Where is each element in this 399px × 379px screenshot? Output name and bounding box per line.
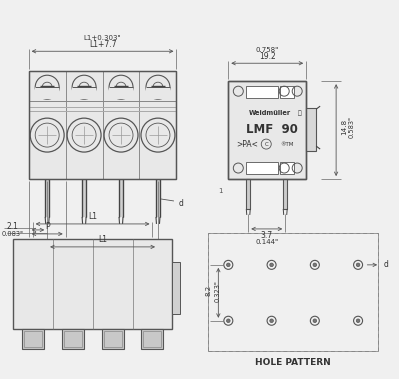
Circle shape — [270, 263, 273, 267]
Text: L1: L1 — [88, 213, 97, 221]
Circle shape — [354, 316, 363, 325]
Text: C: C — [265, 142, 268, 147]
Text: 0.323": 0.323" — [214, 280, 220, 302]
Bar — [246, 86, 278, 98]
Circle shape — [224, 260, 233, 269]
Circle shape — [313, 319, 317, 323]
Bar — [104, 331, 122, 347]
Circle shape — [313, 263, 317, 267]
Bar — [29, 71, 176, 179]
Bar — [246, 162, 278, 174]
Text: d: d — [178, 199, 184, 208]
Circle shape — [356, 319, 360, 323]
Text: 0.583": 0.583" — [349, 116, 355, 138]
Bar — [29, 71, 176, 179]
Bar — [280, 162, 294, 174]
Bar — [22, 329, 43, 349]
Text: 0.758": 0.758" — [256, 47, 279, 53]
Text: 2.1: 2.1 — [7, 222, 19, 232]
Bar — [283, 179, 287, 209]
Bar — [246, 179, 250, 209]
Text: 19.2: 19.2 — [259, 52, 276, 61]
Text: HOLE PATTERN: HOLE PATTERN — [255, 358, 331, 367]
Bar — [172, 262, 180, 314]
Bar — [82, 179, 86, 217]
Bar — [146, 87, 170, 99]
Circle shape — [227, 319, 230, 323]
Text: 3.7: 3.7 — [261, 232, 273, 240]
Bar — [102, 329, 124, 349]
Circle shape — [310, 260, 319, 269]
Text: ®TM: ®TM — [280, 142, 294, 147]
Bar — [35, 87, 59, 99]
Text: 1: 1 — [218, 188, 223, 194]
Text: Weidmüller: Weidmüller — [249, 110, 291, 116]
Bar — [208, 233, 378, 351]
Text: L1+7.7: L1+7.7 — [89, 40, 117, 49]
Text: >PA<: >PA< — [236, 139, 258, 149]
Text: L1: L1 — [98, 235, 107, 244]
Text: 14.8: 14.8 — [341, 119, 347, 135]
Text: 0.144": 0.144" — [255, 239, 279, 245]
Bar — [228, 81, 306, 179]
Circle shape — [356, 263, 360, 267]
Bar — [144, 331, 162, 347]
Bar — [109, 87, 133, 99]
Circle shape — [227, 263, 230, 267]
Bar — [62, 329, 84, 349]
Bar — [64, 331, 82, 347]
Bar — [72, 87, 96, 99]
Bar — [45, 179, 49, 217]
Text: P: P — [45, 222, 49, 232]
Bar — [119, 179, 123, 217]
Text: d: d — [383, 260, 389, 269]
Circle shape — [354, 260, 363, 269]
Circle shape — [224, 316, 233, 325]
Text: 0.083": 0.083" — [2, 231, 24, 237]
Circle shape — [267, 260, 276, 269]
Bar — [156, 179, 160, 217]
Bar — [208, 233, 378, 351]
Bar — [306, 108, 316, 151]
Text: ㏞: ㏞ — [297, 110, 301, 116]
Text: LMF  90: LMF 90 — [246, 123, 298, 136]
Circle shape — [270, 319, 273, 323]
Bar — [24, 331, 41, 347]
Bar — [280, 86, 294, 98]
Bar — [228, 81, 306, 179]
Text: L1+0.303": L1+0.303" — [84, 35, 121, 41]
Circle shape — [267, 316, 276, 325]
Circle shape — [310, 316, 319, 325]
Bar — [13, 239, 172, 329]
Text: 8.2: 8.2 — [205, 285, 211, 296]
Bar — [142, 329, 164, 349]
